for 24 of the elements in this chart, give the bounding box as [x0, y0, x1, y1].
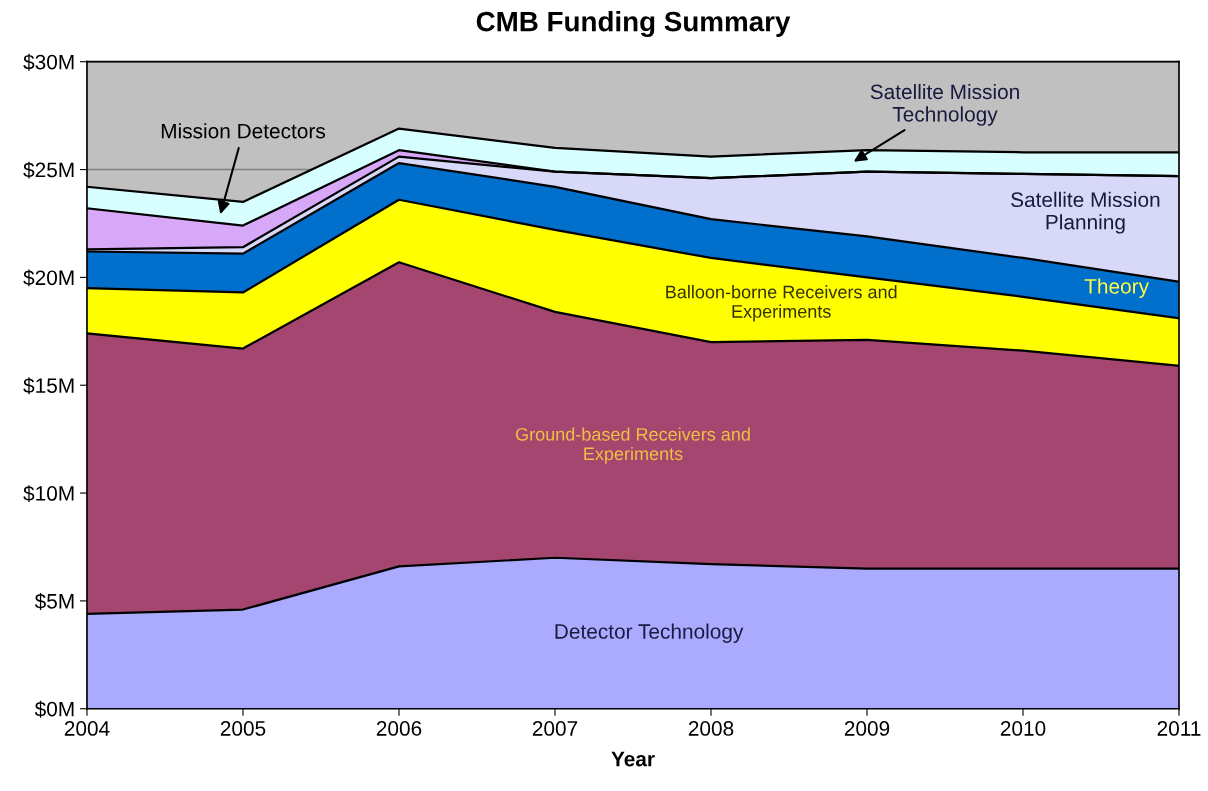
text: Mission Detectors: [161, 123, 326, 139]
series-label: Detector Technology: [555, 623, 744, 643]
y-tick-label: $0M: [34, 700, 74, 718]
x-tick-label: 2007: [532, 721, 578, 736]
y-tick-label: $10M: [23, 485, 74, 503]
y-tick-label: $30M: [23, 53, 74, 71]
x-tick-label: 2009: [844, 721, 890, 736]
x-tick-label: 2008: [688, 721, 734, 736]
series-label: Balloon-borne Receivers and Experiments: [666, 285, 897, 322]
y-tick-label: $25M: [23, 161, 74, 179]
x-axis-title: Year: [611, 751, 655, 767]
series-label: Ground-based Receivers and Experiments: [515, 427, 750, 464]
y-tick-label: $20M: [23, 269, 74, 287]
y-tick-label: $15M: [23, 377, 74, 395]
x-tick-label: 2004: [64, 721, 110, 736]
x-tick-label: 2010: [1000, 721, 1046, 736]
series-label: Satellite Mission Planning: [1011, 191, 1160, 234]
chart-title: CMB Funding Summary: [476, 11, 791, 38]
x-tick-label: 2011: [1157, 721, 1201, 736]
y-tick-label: $5M: [34, 593, 74, 610]
series-label: Satellite Mission Technology: [870, 83, 1019, 126]
x-tick-label: 2006: [376, 721, 422, 736]
x-tick-label: 2005: [220, 721, 266, 736]
series-label: Theory: [1084, 278, 1149, 298]
